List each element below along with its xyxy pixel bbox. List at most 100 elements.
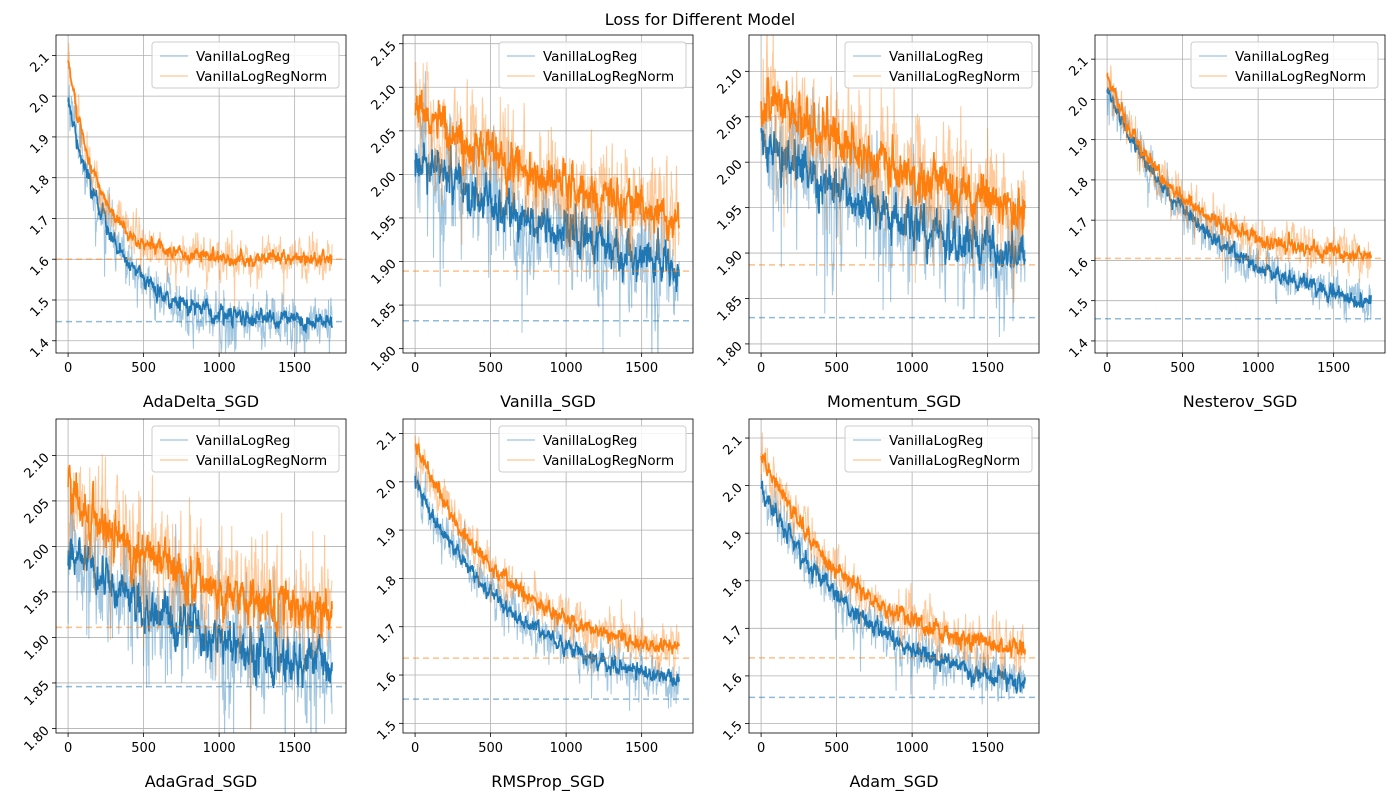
y-tick-label: 2.15 — [369, 39, 400, 70]
plot-area — [749, 432, 1039, 705]
legend-label-VanillaLogReg: VanillaLogReg — [543, 433, 637, 449]
y-tick-label: 1.6 — [374, 670, 399, 695]
legend-label-VanillaLogReg: VanillaLogReg — [889, 433, 983, 449]
series-raw-VanillaLogRegNorm — [1106, 65, 1372, 283]
plot-area — [403, 435, 693, 711]
x-axis-label: RMSProp_SGD — [491, 772, 605, 792]
y-tick-label: 1.6 — [720, 671, 745, 696]
plot-area — [56, 454, 346, 733]
axes-frame — [748, 418, 1040, 734]
x-tick-label: 1500 — [971, 741, 1004, 756]
series-smooth-VanillaLogRegNorm — [760, 76, 1026, 236]
y-tick-label: 1.95 — [22, 587, 53, 618]
subplot-AdaGrad_SGD: 0 500 1000 1500 1.80 1.85 1.90 1.95 2.00 2.05 2.10… — [22, 418, 347, 792]
legend-box — [498, 425, 687, 473]
y-tick-label: 2.0 — [1066, 94, 1091, 119]
y-tick-label: 2.05 — [22, 496, 53, 527]
y-tick-label: 1.8 — [720, 576, 745, 601]
x-tick-label: 1000 — [203, 741, 236, 756]
x-tick-label: 1500 — [625, 361, 658, 376]
series-smooth-VanillaLogRegNorm — [760, 452, 1026, 658]
x-tick-label: 1000 — [550, 361, 583, 376]
y-tick-label: 2.1 — [1066, 54, 1091, 79]
legend-label-VanillaLogReg: VanillaLogReg — [196, 49, 290, 65]
figure-title: Loss for Different Model — [604, 10, 796, 29]
legend: VanillaLogReg VanillaLogRegNorm — [151, 41, 340, 89]
axes-frame — [55, 418, 347, 734]
legend: VanillaLogReg VanillaLogRegNorm — [844, 425, 1033, 473]
x-tick-label: 1000 — [203, 361, 236, 376]
x-tick-label: 500 — [824, 741, 849, 756]
subplot-AdaDelta_SGD: 0 500 1000 1500 1.4 1.5 1.6 1.7 1.8 1.9 2.0 2.1 AdaD… — [27, 34, 347, 412]
x-tick-label: 1000 — [896, 741, 929, 756]
legend-label-VanillaLogRegNorm: VanillaLogRegNorm — [543, 453, 674, 469]
y-tick-label: 1.8 — [1066, 175, 1091, 200]
series-smooth-VanillaLogReg — [414, 475, 680, 688]
plot-area — [749, 35, 1039, 338]
series-smooth-VanillaLogRegNorm — [67, 60, 333, 269]
y-tick-label: 2.00 — [369, 169, 400, 200]
legend-box — [498, 41, 687, 89]
y-tick-label: 2.10 — [715, 66, 746, 97]
y-tick-label: 2.1 — [720, 433, 745, 458]
legend: VanillaLogReg VanillaLogRegNorm — [498, 41, 687, 89]
axes-frame — [55, 34, 347, 354]
subplot-Adam_SGD: 0 500 1000 1500 1.5 1.6 1.7 1.8 1.9 2.0 2.1 Adam_SG… — [720, 418, 1040, 792]
x-axis-label: AdaGrad_SGD — [145, 772, 257, 792]
y-tick-label: 1.5 — [720, 719, 745, 744]
y-tick-label: 2.0 — [27, 91, 52, 116]
y-tick-label: 1.9 — [27, 132, 52, 157]
series-smooth-VanillaLogReg — [414, 142, 680, 293]
y-tick-label: 1.4 — [27, 336, 52, 361]
legend-box — [1190, 41, 1379, 89]
y-tick-label: 1.9 — [374, 525, 399, 550]
y-tick-label: 1.9 — [720, 528, 745, 553]
series-smooth-VanillaLogReg — [1106, 87, 1372, 309]
subplot-Nesterov_SGD: 0 500 1000 1500 1.4 1.5 1.6 1.7 1.8 1.9 2.0 2.1 Nest… — [1066, 34, 1386, 412]
y-tick-label: 2.1 — [374, 429, 399, 454]
x-tick-label: 1500 — [278, 361, 311, 376]
x-tick-label: 0 — [757, 741, 765, 756]
legend-label-VanillaLogRegNorm: VanillaLogRegNorm — [1235, 69, 1366, 85]
y-tick-label: 2.10 — [369, 82, 400, 113]
series-smooth-VanillaLogReg — [67, 97, 333, 334]
y-tick-label: 1.85 — [715, 294, 746, 325]
y-tick-label: 2.1 — [27, 50, 52, 75]
legend-label-VanillaLogRegNorm: VanillaLogRegNorm — [543, 69, 674, 85]
x-tick-label: 0 — [411, 361, 419, 376]
plot-area — [1095, 65, 1385, 323]
y-tick-label: 1.6 — [1066, 255, 1091, 280]
y-tick-label: 1.7 — [27, 214, 52, 239]
x-tick-label: 0 — [64, 741, 72, 756]
x-tick-label: 0 — [1103, 361, 1111, 376]
y-tick-label: 1.5 — [374, 718, 399, 743]
axes-frame — [402, 34, 694, 354]
y-tick-label: 1.8 — [374, 573, 399, 598]
y-tick-label: 1.85 — [22, 678, 53, 709]
y-tick-label: 1.90 — [22, 632, 53, 663]
x-axis-label: Adam_SGD — [849, 772, 938, 792]
x-tick-label: 500 — [131, 741, 156, 756]
x-tick-label: 500 — [1170, 361, 1195, 376]
y-tick-label: 1.7 — [374, 622, 399, 647]
y-tick-label: 1.9 — [1066, 135, 1091, 160]
x-axis-label: Nesterov_SGD — [1183, 392, 1298, 412]
series-raw-VanillaLogRegNorm — [414, 435, 680, 679]
series-smooth-VanillaLogReg — [67, 537, 333, 689]
series-smooth-VanillaLogRegNorm — [414, 443, 680, 655]
y-tick-label: 1.5 — [27, 295, 52, 320]
legend: VanillaLogReg VanillaLogRegNorm — [498, 425, 687, 473]
y-tick-label: 2.00 — [715, 157, 746, 188]
series-smooth-VanillaLogRegNorm — [67, 464, 333, 639]
y-tick-label: 2.05 — [369, 126, 400, 157]
y-tick-label: 2.0 — [374, 477, 399, 502]
legend-box — [844, 41, 1033, 89]
x-tick-label: 1500 — [625, 741, 658, 756]
series-smooth-VanillaLogRegNorm — [1106, 72, 1372, 264]
plot-area — [403, 61, 693, 353]
series-raw-VanillaLogReg — [414, 71, 680, 353]
series-raw-VanillaLogReg — [67, 85, 333, 353]
x-tick-label: 1500 — [1317, 361, 1350, 376]
